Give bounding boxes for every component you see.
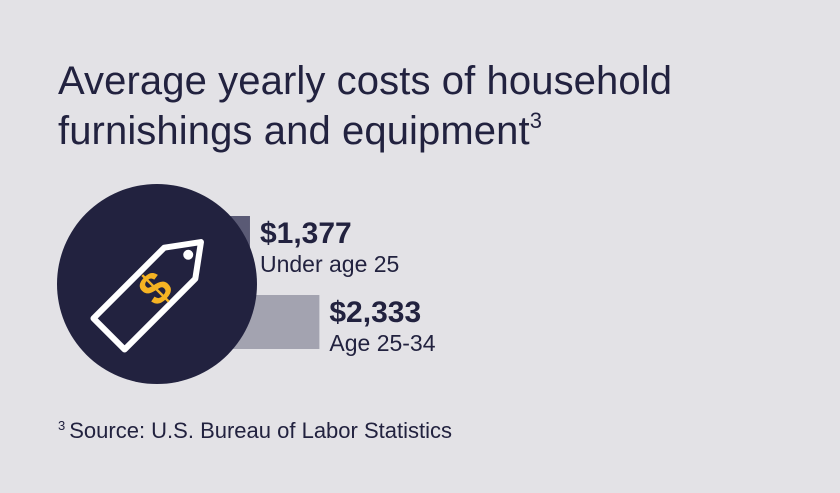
bar-category-label-1: Under age 25 xyxy=(260,251,399,277)
bar-category-label-2: Age 25-34 xyxy=(329,330,435,356)
price-tag-icon: $ xyxy=(57,184,257,384)
source-text: Source: U.S. Bureau of Labor Statistics xyxy=(69,418,452,443)
tag-outline xyxy=(90,239,204,353)
title-line-2: furnishings and equipment xyxy=(58,109,530,153)
chart-title: Average yearly costs of household furnis… xyxy=(58,56,672,156)
tag-hole xyxy=(183,249,194,260)
bar-value-label-2: $2,333 xyxy=(329,296,421,329)
title-footnote-marker: 3 xyxy=(529,108,543,133)
source-footnote-marker: 3 xyxy=(58,418,66,433)
bar-value-label-1: $1,377 xyxy=(260,217,352,250)
source-note: 3 Source: U.S. Bureau of Labor Statistics xyxy=(58,417,452,445)
title-line-1: Average yearly costs of household xyxy=(58,59,673,103)
